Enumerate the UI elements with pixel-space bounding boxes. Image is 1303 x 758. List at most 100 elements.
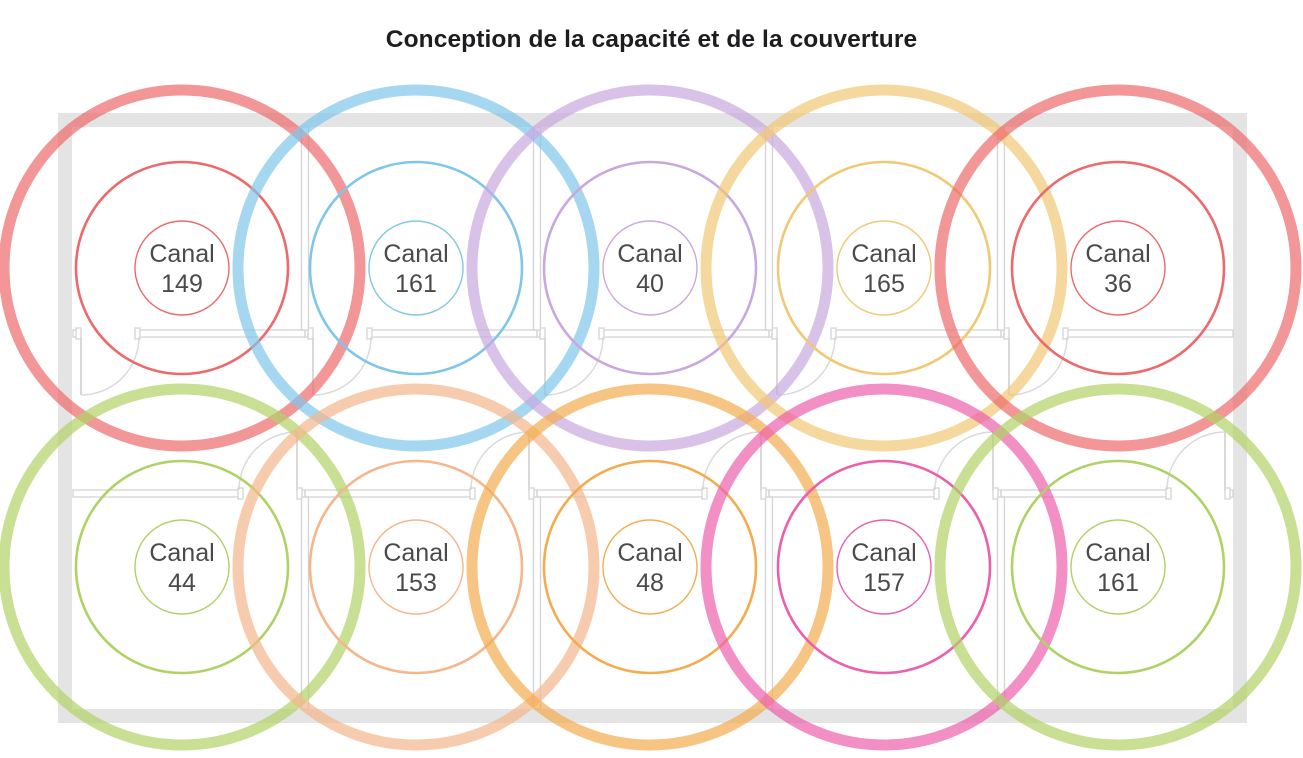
wall-segment <box>536 489 706 498</box>
coverage-outer-ring <box>466 84 834 452</box>
diagram-title: Conception de la capacité et de la couve… <box>385 26 918 53</box>
coverage-middle-ring <box>1010 459 1226 675</box>
door-jamb <box>237 487 244 500</box>
channel-badge-circle <box>836 519 932 615</box>
channel-label: Canal <box>1085 539 1150 567</box>
door-jamb <box>771 327 778 340</box>
door-swing-arc <box>1166 431 1226 491</box>
channel-number: 36 <box>1104 270 1132 298</box>
coverage-outer-ring <box>934 383 1302 751</box>
coverage-middle-ring <box>74 160 290 376</box>
channel-label: Canal <box>149 539 214 567</box>
door-jamb <box>469 487 476 500</box>
interior-wall <box>996 496 1006 710</box>
wall-segment <box>368 329 538 338</box>
coverage-outer-ring <box>232 84 600 452</box>
door-jamb <box>134 327 141 340</box>
door-jamb <box>933 487 940 500</box>
coverage-middle-ring <box>308 160 524 376</box>
door-swing-arc <box>1008 336 1068 396</box>
interior-wall <box>996 126 1006 331</box>
coverage-outer-ring <box>700 84 1068 452</box>
channel-number: 44 <box>168 569 196 597</box>
coverage-middle-ring <box>542 459 758 675</box>
channel-label: Canal <box>851 539 916 567</box>
door-jamb <box>1003 327 1010 340</box>
channel-number: 165 <box>863 270 905 298</box>
door-swing-arc <box>934 431 994 491</box>
channel-label: Canal <box>383 240 448 268</box>
door-jamb <box>760 487 767 500</box>
door-swing-arc <box>544 336 604 396</box>
interior-wall <box>300 126 310 331</box>
wall-segment <box>72 489 242 498</box>
channel-label: Canal <box>383 539 448 567</box>
coverage-middle-ring <box>776 459 992 675</box>
channel-badge-circle <box>836 220 932 316</box>
channel-badge-circle <box>134 220 230 316</box>
channel-number: 157 <box>863 569 905 597</box>
channel-number: 153 <box>395 569 437 597</box>
door-jamb <box>598 327 605 340</box>
channel-number: 149 <box>161 270 203 298</box>
interior-wall <box>532 496 542 710</box>
wall-segment <box>304 489 474 498</box>
coverage-outer-ring <box>466 383 834 751</box>
interior-wall <box>764 126 774 331</box>
channel-number: 40 <box>636 270 664 298</box>
channel-label: Canal <box>149 240 214 268</box>
interior-wall <box>532 126 542 331</box>
channel-badge-circle <box>1070 220 1166 316</box>
coverage-middle-ring <box>542 160 758 376</box>
interior-wall <box>300 496 310 710</box>
channel-label: Canal <box>617 240 682 268</box>
door-swing-arc <box>702 431 762 491</box>
building-outline <box>58 113 1247 723</box>
coverage-middle-ring <box>776 160 992 376</box>
coverage-outer-ring <box>0 84 366 452</box>
door-swing-arc <box>80 336 140 396</box>
door-jamb <box>366 327 373 340</box>
door-jamb <box>75 327 82 340</box>
door-jamb <box>528 487 535 500</box>
wall-segment <box>832 329 1002 338</box>
coverage-outer-ring <box>232 383 600 751</box>
coverage-middle-ring <box>1010 160 1226 376</box>
coverage-middle-ring <box>74 459 290 675</box>
channel-number: 48 <box>636 569 664 597</box>
door-jamb <box>539 327 546 340</box>
door-swing-arc <box>776 336 836 396</box>
channel-badge-circle <box>134 519 230 615</box>
wall-segment <box>136 329 306 338</box>
door-swing-arc <box>312 336 372 396</box>
channel-badge-circle <box>602 220 698 316</box>
channel-label: Canal <box>851 240 916 268</box>
channel-number: 161 <box>395 270 437 298</box>
door-jamb <box>296 487 303 500</box>
wall-segment <box>768 489 938 498</box>
wall-segment <box>600 329 770 338</box>
door-jamb <box>830 327 837 340</box>
channel-badge-circle <box>1070 519 1166 615</box>
door-jamb <box>701 487 708 500</box>
interior-wall <box>764 496 774 710</box>
wall-segment <box>1064 329 1234 338</box>
door-jamb <box>1062 327 1069 340</box>
door-jamb <box>307 327 314 340</box>
coverage-middle-ring <box>308 459 524 675</box>
door-jamb <box>992 487 999 500</box>
channel-label: Canal <box>1085 240 1150 268</box>
coverage-outer-ring <box>700 383 1068 751</box>
channel-badge-circle <box>368 220 464 316</box>
wall-segment <box>1000 489 1170 498</box>
